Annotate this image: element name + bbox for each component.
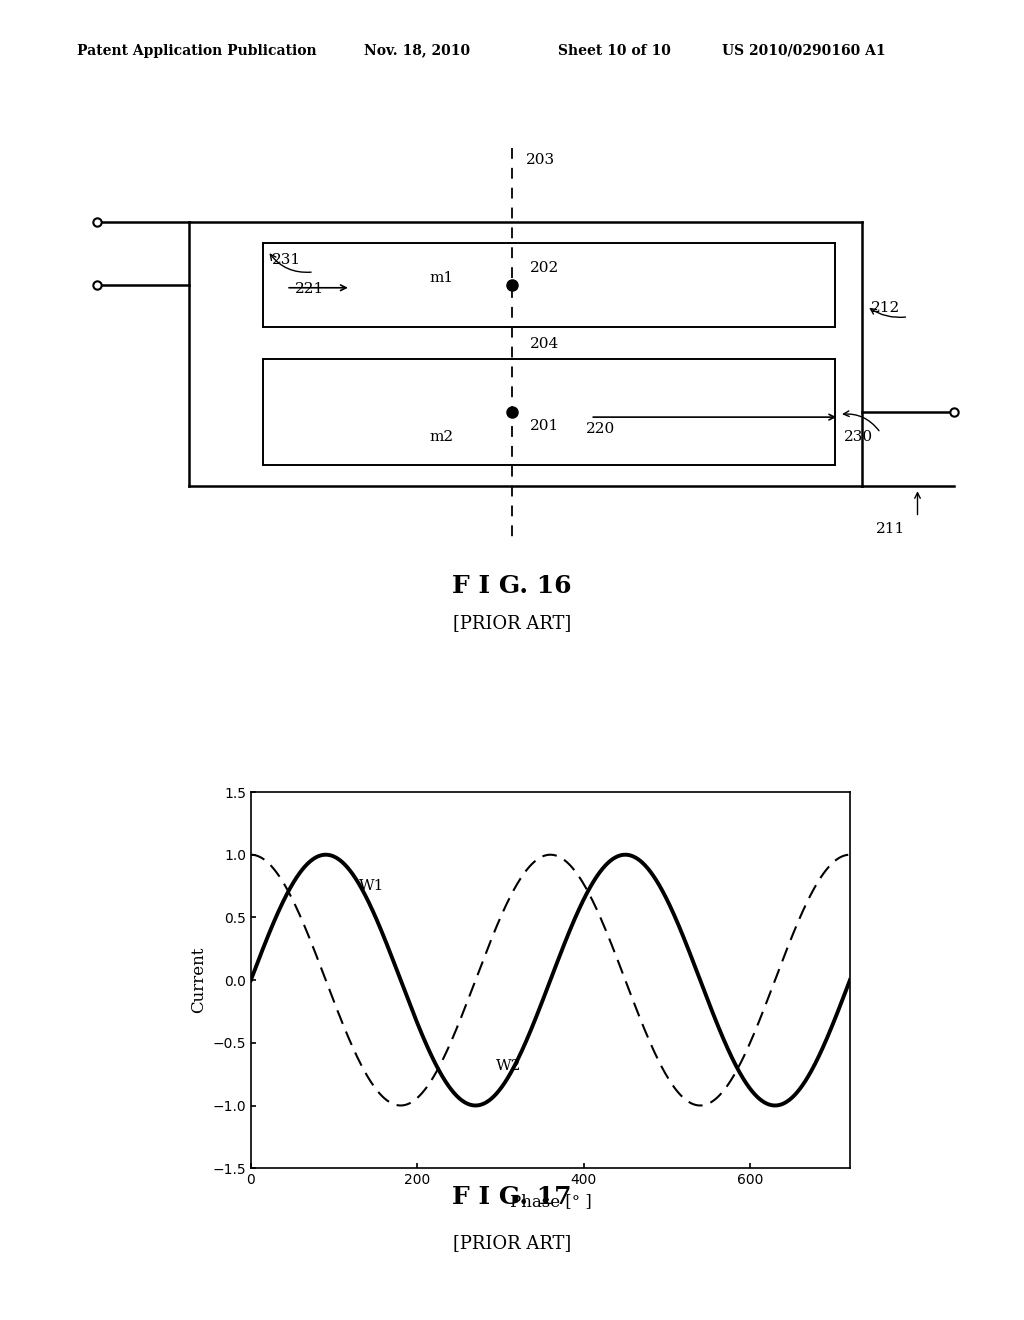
- Text: F I G. 17: F I G. 17: [453, 1185, 571, 1209]
- Text: 231: 231: [272, 253, 301, 267]
- Text: 201: 201: [530, 420, 560, 433]
- Text: m1: m1: [429, 272, 454, 285]
- Text: Patent Application Publication: Patent Application Publication: [77, 44, 316, 58]
- Text: 230: 230: [844, 430, 872, 444]
- Y-axis label: Current: Current: [189, 946, 207, 1014]
- Text: m2: m2: [429, 430, 454, 444]
- Text: US 2010/0290160 A1: US 2010/0290160 A1: [722, 44, 886, 58]
- Text: Sheet 10 of 10: Sheet 10 of 10: [558, 44, 671, 58]
- Text: [PRIOR ART]: [PRIOR ART]: [453, 1234, 571, 1253]
- Text: F I G. 16: F I G. 16: [453, 574, 571, 598]
- Text: W2: W2: [497, 1060, 521, 1073]
- Text: Nov. 18, 2010: Nov. 18, 2010: [364, 44, 470, 58]
- Text: 204: 204: [530, 338, 560, 351]
- Text: 220: 220: [586, 422, 615, 436]
- Text: 203: 203: [526, 153, 555, 166]
- Text: 221: 221: [295, 282, 325, 296]
- X-axis label: Phase [° ]: Phase [° ]: [510, 1192, 591, 1209]
- Text: [PRIOR ART]: [PRIOR ART]: [453, 614, 571, 632]
- Text: 212: 212: [871, 301, 901, 314]
- Text: 211: 211: [877, 523, 905, 536]
- Text: 202: 202: [530, 261, 560, 275]
- Text: W1: W1: [359, 879, 384, 892]
